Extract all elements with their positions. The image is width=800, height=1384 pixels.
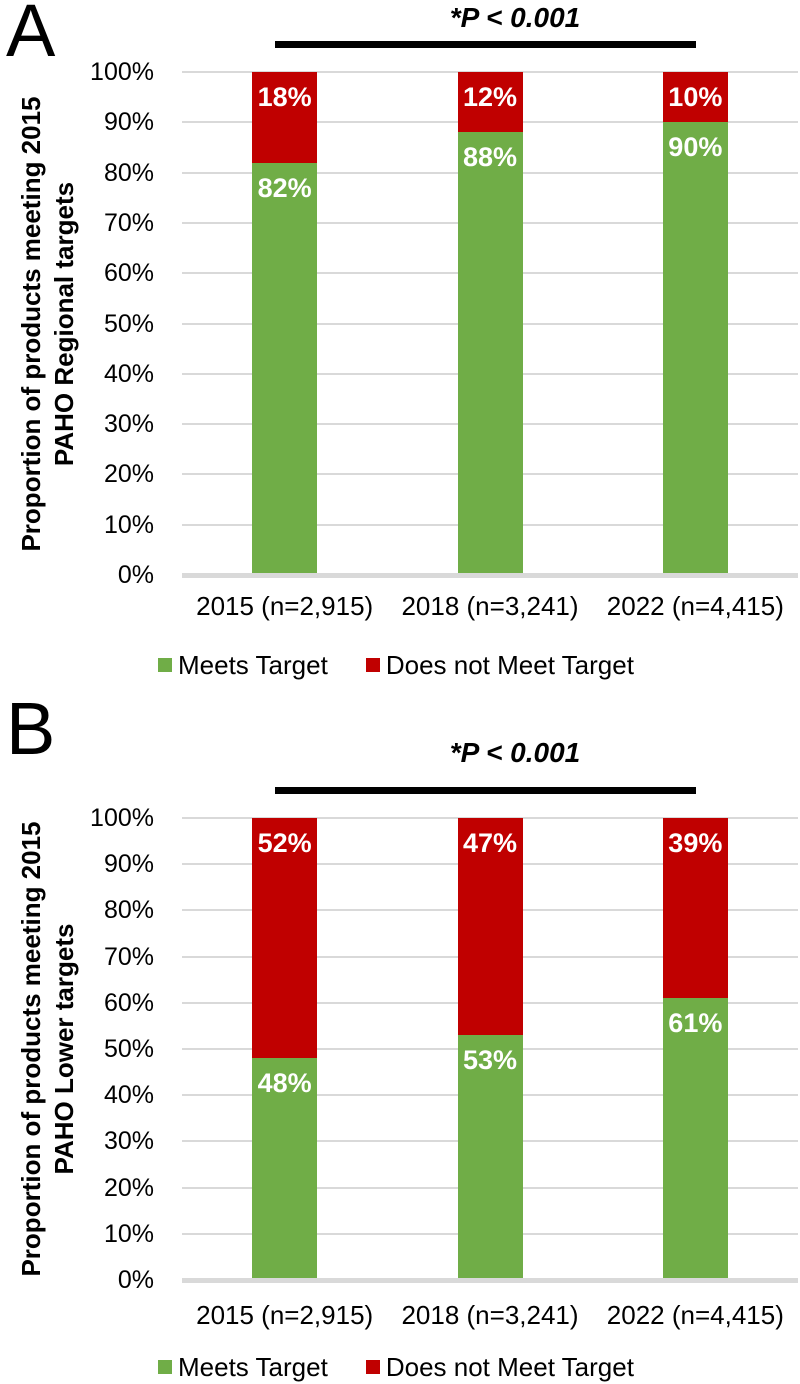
- legend-swatch-icon: [365, 1360, 380, 1374]
- x-axis-category-label: 2022 (n=4,415): [606, 591, 784, 621]
- y-axis-tick-label: 100%: [90, 804, 154, 832]
- y-axis-tick-label: 50%: [103, 309, 154, 338]
- panel-letter: B: [6, 687, 56, 770]
- legend: Meets Target Does not Meet Target: [158, 1352, 634, 1382]
- legend-label: Does not Meet Target: [385, 1352, 634, 1382]
- x-axis-line: [182, 573, 798, 578]
- y-axis-title-line1: Proportion of products meeting 2015: [16, 95, 46, 552]
- significance-bracket-line: [275, 41, 696, 48]
- significance-annotation: *P < 0.001: [449, 2, 581, 33]
- data-label: 90%: [668, 132, 723, 163]
- legend-label: Meets Target: [178, 1352, 328, 1382]
- y-axis-tick-label: 40%: [103, 359, 154, 388]
- x-axis-category-label: 2015 (n=2,915): [196, 591, 374, 621]
- bar-segment-meets-target: 90%: [662, 122, 728, 575]
- bar-segment-does-not-meet-target: 47%: [457, 818, 523, 1036]
- y-axis-tick-label: 100%: [90, 58, 154, 86]
- y-axis-title: Proportion of products meeting 2015 PAHO …: [15, 769, 85, 1329]
- bar-segment-meets-target: 88%: [457, 132, 523, 575]
- y-axis-tick-label: 30%: [103, 410, 154, 439]
- y-axis-tick-label: 10%: [103, 510, 154, 539]
- legend-label: Meets Target: [178, 650, 328, 680]
- bar-segment-does-not-meet-target: 18%: [252, 72, 318, 163]
- data-label: 18%: [257, 82, 312, 112]
- data-label: 52%: [257, 828, 312, 858]
- legend-item: Meets Target: [158, 1353, 328, 1381]
- x-axis-category-label: 2018 (n=3,241): [401, 1300, 579, 1330]
- significance-bracket-line: [275, 787, 696, 794]
- data-label: 10%: [668, 82, 723, 112]
- data-label: 53%: [462, 1045, 518, 1076]
- data-label: 39%: [668, 828, 723, 858]
- y-axis-title: Proportion of products meeting 2015 PAHO …: [15, 44, 85, 604]
- bar-segment-does-not-meet-target: 52%: [252, 818, 318, 1059]
- panel-letter: A: [6, 0, 56, 72]
- bar-segment-meets-target: 61%: [662, 998, 728, 1280]
- x-axis-category-label: 2018 (n=3,241): [401, 591, 579, 621]
- y-axis-title-line2: PAHO Regional targets: [49, 181, 80, 466]
- y-axis-tick-label: 0%: [117, 1266, 154, 1294]
- significance-annotation: *P < 0.001: [449, 737, 581, 768]
- y-axis-tick-label: 0%: [117, 561, 154, 589]
- y-axis-tick-label: 70%: [103, 942, 154, 971]
- y-axis-tick-label: 80%: [103, 158, 154, 187]
- legend-item: Does not Meet Target: [365, 650, 634, 680]
- data-label: 12%: [462, 82, 518, 112]
- x-axis-line: [182, 1278, 798, 1283]
- legend-swatch-icon: [158, 658, 172, 672]
- legend-swatch-icon: [158, 1360, 172, 1374]
- y-axis-title-line2: PAHO Lower targets: [49, 923, 80, 1175]
- y-axis-tick-label: 80%: [103, 896, 154, 925]
- bar-segment-meets-target: 53%: [457, 1035, 523, 1280]
- y-axis-tick-label: 10%: [103, 1219, 154, 1248]
- data-label: 88%: [462, 142, 518, 173]
- data-label: 61%: [668, 1008, 723, 1039]
- y-axis-tick-label: 70%: [103, 208, 154, 237]
- bar-segment-does-not-meet-target: 10%: [662, 72, 728, 123]
- bar-segment-does-not-meet-target: 39%: [662, 818, 728, 999]
- y-axis-tick-label: 90%: [103, 850, 154, 879]
- legend-swatch-icon: [365, 658, 380, 672]
- y-axis-tick-label: 50%: [103, 1035, 154, 1063]
- legend: Meets Target Does not Meet Target: [158, 650, 634, 680]
- y-axis-tick-label: 60%: [103, 259, 154, 288]
- y-axis-tick-label: 40%: [103, 1081, 154, 1110]
- y-axis-tick-label: 30%: [103, 1127, 154, 1156]
- data-label: 47%: [462, 828, 518, 858]
- y-axis-tick-label: 90%: [103, 108, 154, 137]
- legend-label: Does not Meet Target: [385, 650, 634, 680]
- y-axis-tick-label: 20%: [103, 460, 154, 489]
- x-axis-category-label: 2022 (n=4,415): [606, 1300, 784, 1330]
- bar-segment-meets-target: 48%: [252, 1058, 318, 1280]
- legend-item: Does not Meet Target: [365, 1352, 634, 1382]
- x-axis-category-label: 2015 (n=2,915): [196, 1300, 374, 1330]
- y-axis-tick-label: 60%: [103, 988, 154, 1017]
- legend-item: Meets Target: [158, 651, 328, 679]
- y-axis-tick-label: 20%: [103, 1173, 154, 1202]
- bar-segment-does-not-meet-target: 12%: [457, 72, 523, 133]
- y-axis-title-line1: Proportion of products meeting 2015: [16, 821, 46, 1277]
- data-label: 82%: [257, 172, 312, 203]
- bar-segment-meets-target: 82%: [252, 162, 318, 575]
- data-label: 48%: [257, 1068, 312, 1099]
